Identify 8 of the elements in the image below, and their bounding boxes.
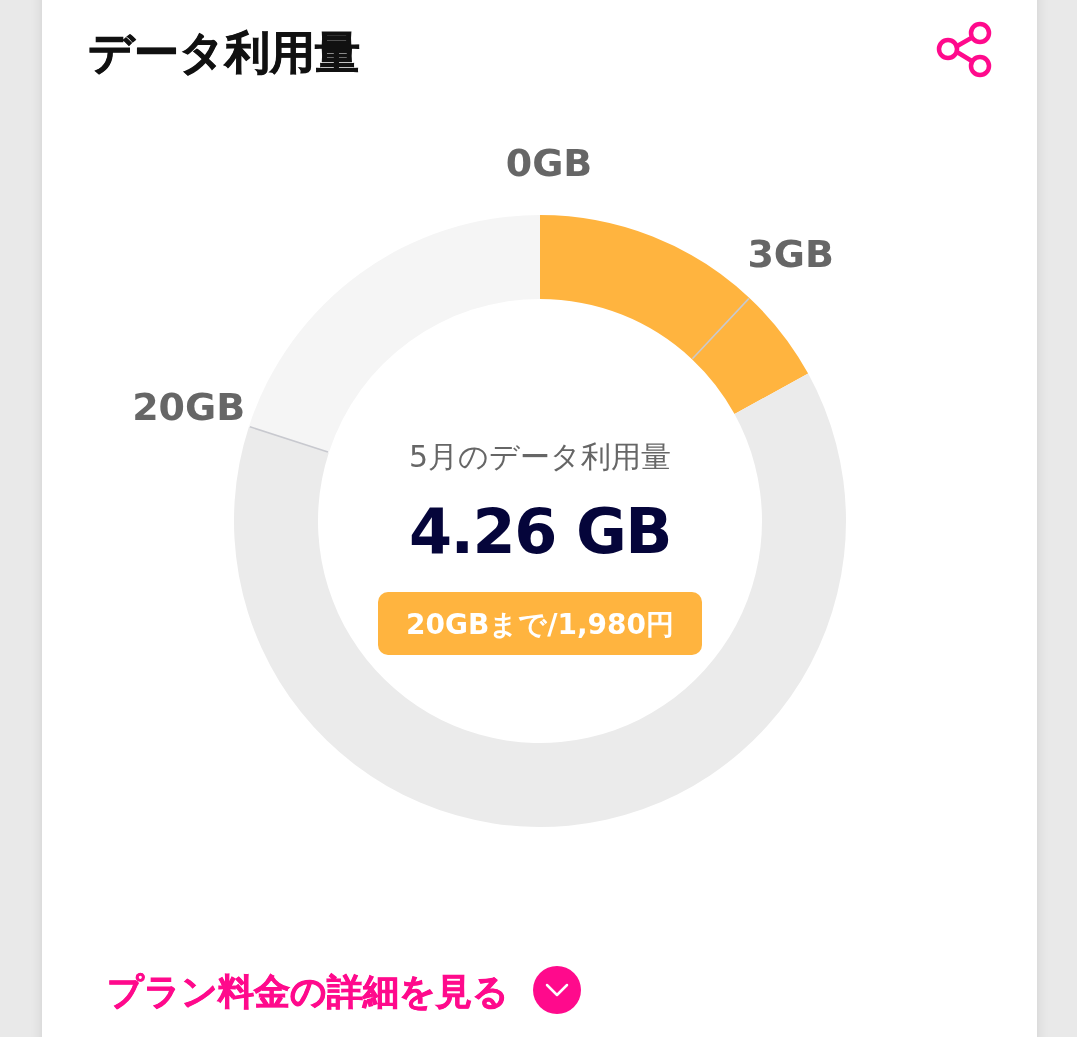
slice-label: 0GB (505, 141, 593, 185)
slice-label: 3GB (747, 232, 834, 277)
text: 20GBまで/1,980円 (405, 608, 675, 641)
text: 5月のデータ利用量 (408, 439, 672, 474)
slice-label: 20GB (132, 384, 246, 429)
text: 4.26 GB (408, 495, 672, 568)
chart-title: データ利用量 (88, 26, 360, 79)
text: プラン料金の詳細を見る (107, 971, 509, 1012)
